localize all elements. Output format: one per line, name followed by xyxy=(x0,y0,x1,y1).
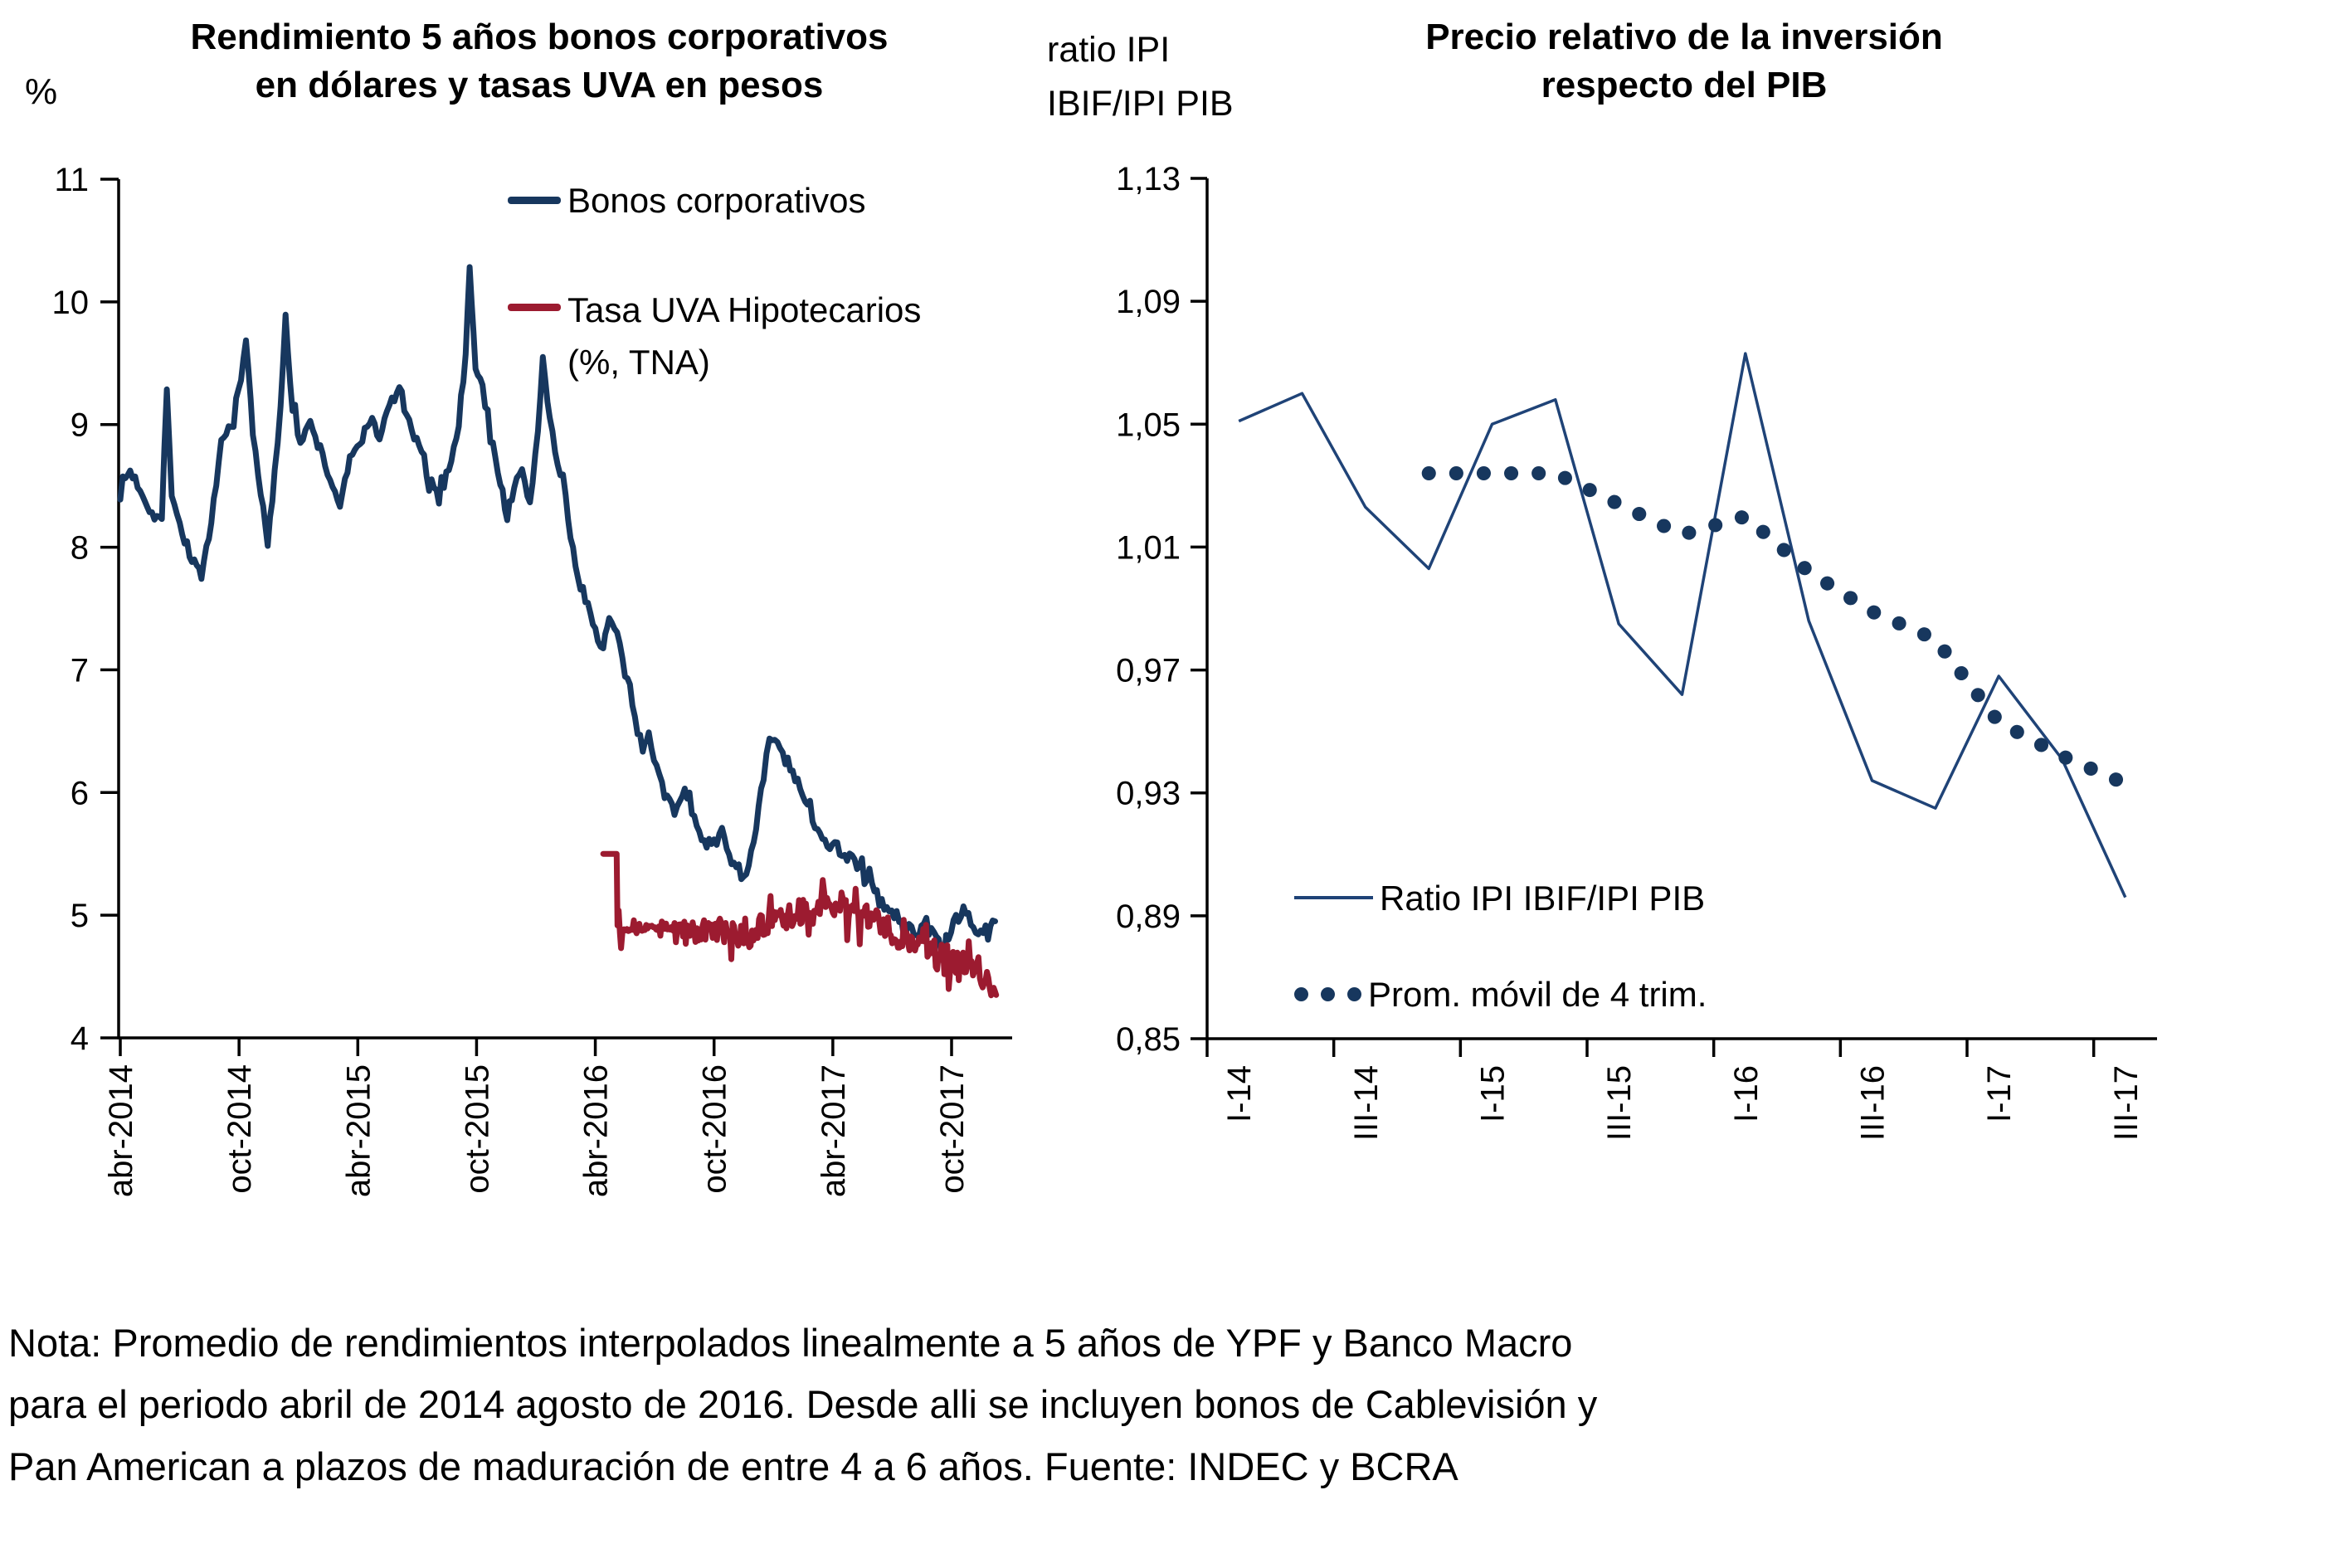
left-chart-title-line1: Rendimiento 5 años bonos corporativos xyxy=(190,17,889,57)
left-y-tick-label: 11 xyxy=(54,162,89,198)
legend-item-bonos: Bonos corporativos xyxy=(508,176,866,224)
right-y-tick-label: 0,97 xyxy=(1116,653,1181,689)
left-y-tick-label: 7 xyxy=(71,652,89,689)
dotted-line-swatch xyxy=(1294,986,1361,1001)
left-y-tick-label: 5 xyxy=(71,898,89,934)
left-y-tick-label: 4 xyxy=(71,1020,89,1057)
legend-label-ratio: Ratio IPI IBIF/IPI PIB xyxy=(1380,878,1706,918)
left-x-tick-label: abr-2015 xyxy=(340,1064,377,1197)
moving-average-dotted-line xyxy=(1421,466,2133,791)
left-y-axis-label: % xyxy=(25,71,58,112)
left-y-tick-label: 8 xyxy=(71,530,89,567)
right-y-tick-label: 0,93 xyxy=(1116,776,1181,812)
left-x-tick-label: abr-2016 xyxy=(578,1064,615,1197)
left-chart-title: Rendimiento 5 años bonos corporativos en… xyxy=(100,13,979,110)
right-x-tick-label: I-17 xyxy=(1981,1065,2018,1122)
legend-item-prom: Prom. móvil de 4 trim. xyxy=(1294,969,1707,1019)
legend-item-ratio: Ratio IPI IBIF/IPI PIB xyxy=(1294,873,1705,923)
right-y-axis-label-line1: ratio IPI xyxy=(1047,30,1171,70)
bonos-line-swatch xyxy=(508,196,561,204)
legend-item-uva: Tasa UVA Hipotecarios (%, TNA) xyxy=(508,284,921,388)
left-chart-title-line2: en dólares y tasas UVA en pesos xyxy=(255,65,824,106)
footnote: Nota: Promedio de rendimientos interpola… xyxy=(8,1312,2323,1497)
left-x-tick-label: oct-2014 xyxy=(222,1064,258,1194)
right-x-tick-label: III-16 xyxy=(1855,1065,1892,1141)
right-x-tick-label: I-15 xyxy=(1475,1065,1512,1122)
right-x-tick-label: III-15 xyxy=(1601,1065,1638,1141)
left-x-tick-label: oct-2017 xyxy=(934,1064,971,1194)
uva-series-line xyxy=(600,850,1000,999)
right-chart-plot: 1,13 1,09 1,05 1,01 0,97 0,93 0,89 0,85 I-14 III-… xyxy=(1116,161,2157,1141)
left-y-tick-label: 9 xyxy=(71,407,89,444)
left-x-tick-label: abr-2014 xyxy=(103,1064,139,1197)
uva-line-swatch xyxy=(508,304,561,311)
bonos-series-line xyxy=(117,264,998,965)
right-y-axis-label-line2: IBIF/IPI PIB xyxy=(1047,83,1234,124)
right-x-tick-label: I-14 xyxy=(1221,1065,1258,1122)
right-axes xyxy=(1191,177,2157,1057)
right-y-tick-label: 1,01 xyxy=(1116,529,1181,566)
right-chart-title: Precio relativo de la inversión respecto… xyxy=(1361,13,2008,110)
right-x-tick-label: III-17 xyxy=(2108,1065,2145,1141)
left-axes xyxy=(100,178,1012,1056)
ratio-series-line xyxy=(1238,352,2127,898)
right-chart-title-line1: Precio relativo de la inversión xyxy=(1425,17,1943,57)
ratio-line-swatch xyxy=(1294,896,1373,899)
right-chart-title-line2: respecto del PIB xyxy=(1541,65,1828,106)
legend-label-uva: Tasa UVA Hipotecarios (%, TNA) xyxy=(567,284,921,388)
right-y-tick-label: 0,85 xyxy=(1116,1021,1181,1058)
legend-label-bonos: Bonos corporativos xyxy=(567,180,866,220)
footnote-line2: para el periodo abril de 2014 agosto de … xyxy=(8,1382,1598,1427)
right-y-tick-label: 0,89 xyxy=(1116,898,1181,935)
right-x-tick-label: I-16 xyxy=(1728,1065,1765,1122)
left-y-tick-label: 10 xyxy=(52,285,90,321)
left-chart-plot: 11 10 9 8 7 6 5 4 abr-2014 oct-2014 abr-2015 oct-20… xyxy=(52,162,1012,1197)
footnote-line1: Nota: Promedio de rendimientos interpola… xyxy=(8,1321,1573,1365)
right-y-axis-label: ratio IPI IBIF/IPI PIB xyxy=(1047,23,1234,130)
left-y-tick-label: 6 xyxy=(71,775,89,811)
left-x-tick-label: oct-2015 xyxy=(459,1064,495,1194)
legend-label-prom: Prom. móvil de 4 trim. xyxy=(1368,974,1707,1014)
legend-label-uva-line2: (%, TNA) xyxy=(567,343,710,382)
legend-label-uva-line1: Tasa UVA Hipotecarios xyxy=(567,290,922,329)
right-y-tick-label: 1,13 xyxy=(1116,161,1181,197)
right-y-tick-label: 1,05 xyxy=(1116,407,1181,443)
left-x-tick-label: oct-2016 xyxy=(697,1064,733,1194)
footnote-line3: Pan American a plazos de maduración de e… xyxy=(8,1444,1458,1488)
left-x-tick-label: abr-2017 xyxy=(816,1064,852,1197)
right-x-tick-label: III-14 xyxy=(1348,1065,1385,1141)
right-y-tick-label: 1,09 xyxy=(1116,284,1181,320)
